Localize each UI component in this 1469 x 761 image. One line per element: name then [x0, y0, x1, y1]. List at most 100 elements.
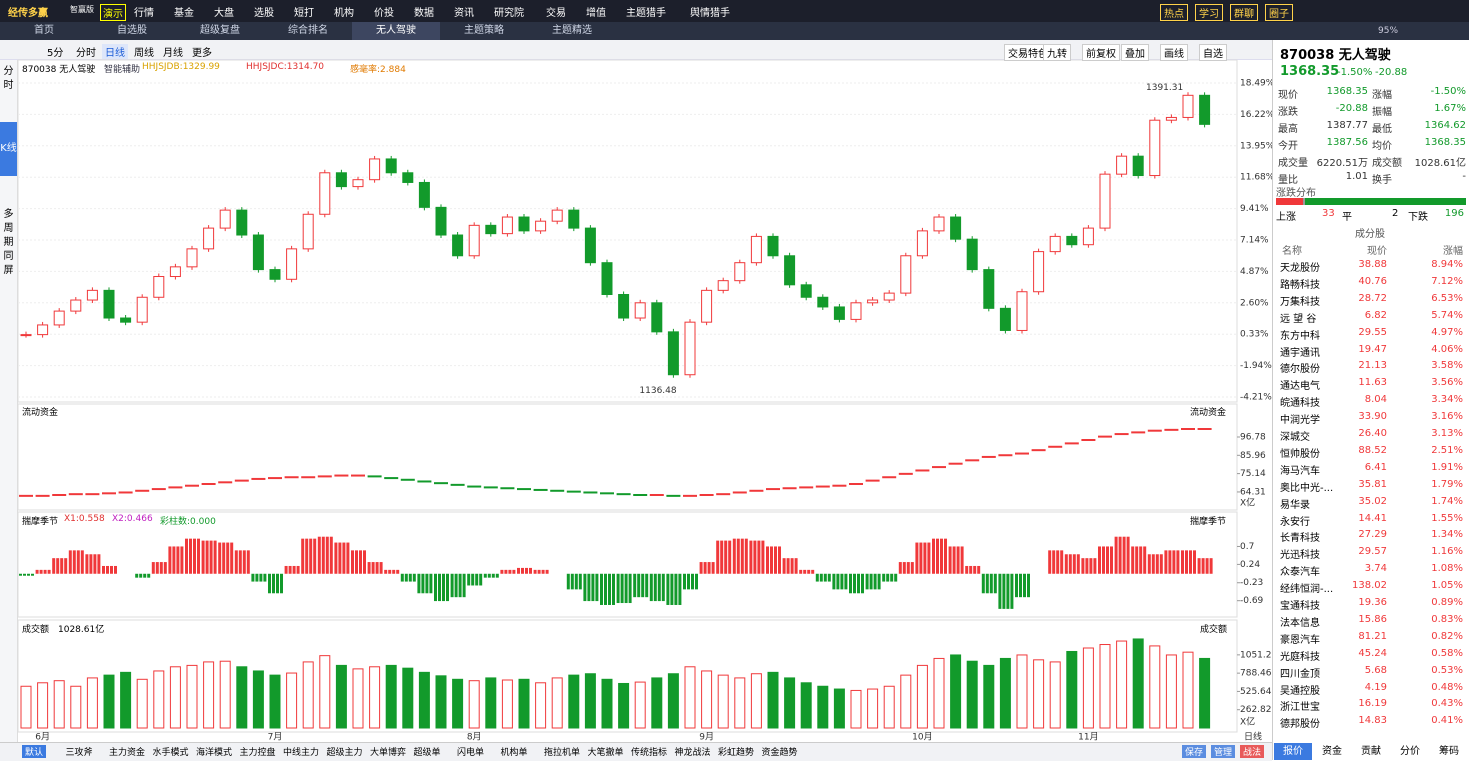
- tab[interactable]: 主题精选: [552, 25, 592, 36]
- toolbar-button[interactable]: 九转: [1043, 44, 1071, 61]
- tab[interactable]: 综合排名: [288, 25, 328, 36]
- stock-name[interactable]: 浙江世宝: [1280, 702, 1320, 714]
- stock-name[interactable]: 路畅科技: [1280, 279, 1320, 291]
- tab[interactable]: 首页: [34, 25, 54, 36]
- bottom-tab[interactable]: 大笔撤单: [587, 748, 624, 758]
- menu-item[interactable]: 基金: [174, 8, 194, 19]
- candle: [369, 158, 381, 181]
- menu-item[interactable]: 舆情猎手: [690, 8, 730, 19]
- menu-item[interactable]: 大盘: [214, 8, 234, 19]
- menu-item[interactable]: 短打: [294, 8, 314, 19]
- menu-button[interactable]: 热点: [1160, 4, 1188, 21]
- stock-name[interactable]: 法本信息: [1280, 617, 1320, 629]
- menu-button[interactable]: 圈子: [1265, 4, 1293, 21]
- toolbar-button[interactable]: 更多: [192, 48, 212, 59]
- stock-name[interactable]: 中润光学: [1280, 415, 1320, 427]
- bottom-tab[interactable]: 拖拉机单: [544, 748, 581, 758]
- side-tab[interactable]: 多周期同屏: [3, 209, 14, 276]
- stock-name[interactable]: 奥比中光-...: [1280, 482, 1334, 494]
- bottom-tab[interactable]: 机构单: [500, 748, 528, 758]
- toolbar-button[interactable]: 交易特色: [1004, 44, 1052, 61]
- menu-button[interactable]: 群聊: [1230, 4, 1258, 21]
- side-tab[interactable]: K线: [0, 122, 17, 176]
- stock-name[interactable]: 深城交: [1280, 432, 1310, 443]
- menu-item[interactable]: 经传多赢: [8, 8, 48, 19]
- stock-name[interactable]: 永安行: [1280, 516, 1310, 528]
- bottom-tab[interactable]: 超级单: [413, 748, 441, 758]
- tab[interactable]: 无人驾驶: [352, 22, 440, 40]
- stock-name[interactable]: 万集科技: [1280, 296, 1320, 308]
- stock-name[interactable]: 皖通科技: [1280, 398, 1320, 410]
- panel-tab[interactable]: 报价: [1274, 743, 1312, 760]
- stock-name[interactable]: 长青科技: [1280, 533, 1320, 545]
- bottom-tab[interactable]: 传统指标: [631, 748, 668, 758]
- menu-item[interactable]: 研究院: [494, 8, 524, 19]
- toolbar-button[interactable]: 画线: [1160, 44, 1188, 61]
- osc-bar: [155, 562, 159, 574]
- stock-name[interactable]: 四川金顶: [1280, 668, 1320, 680]
- bottom-tab[interactable]: 海洋模式: [196, 748, 233, 758]
- toolbar-button[interactable]: 分时: [76, 48, 96, 59]
- panel-tab[interactable]: 贡献: [1361, 746, 1381, 757]
- stock-name[interactable]: 众泰汽车: [1280, 567, 1320, 579]
- toolbar-button[interactable]: 日线: [102, 44, 128, 59]
- side-tab[interactable]: 分时: [3, 66, 14, 91]
- bottom-tab[interactable]: 主力资金: [109, 748, 146, 758]
- menu-item[interactable]: 价投: [374, 8, 394, 19]
- toolbar-button[interactable]: 自选: [1199, 44, 1227, 61]
- toolbar-button[interactable]: 5分: [47, 48, 64, 59]
- menu-item[interactable]: 资讯: [454, 8, 474, 19]
- bottom-tab[interactable]: 闪电单: [457, 748, 485, 758]
- stock-name[interactable]: 通达电气: [1280, 381, 1320, 393]
- bottom-button[interactable]: 战法: [1240, 745, 1265, 758]
- bottom-tab[interactable]: 超级主力: [326, 748, 363, 758]
- stock-name[interactable]: 吴通控股: [1280, 685, 1320, 697]
- bottom-tab[interactable]: 神龙战法: [674, 748, 711, 758]
- bottom-tab[interactable]: 彩虹趋势: [718, 748, 755, 758]
- stock-name[interactable]: 光迅科技: [1280, 550, 1320, 562]
- stock-name[interactable]: 恒帅股份: [1280, 448, 1320, 460]
- stock-name[interactable]: 宝通科技: [1280, 601, 1320, 612]
- stock-name[interactable]: 天龙股份: [1280, 263, 1320, 274]
- toolbar-button[interactable]: 前复权: [1082, 44, 1120, 61]
- stock-name[interactable]: 东方中科: [1280, 330, 1320, 342]
- menu-button[interactable]: 学习: [1195, 4, 1223, 21]
- bottom-button[interactable]: 管理: [1211, 745, 1236, 758]
- stock-name[interactable]: 经纬恒润-...: [1280, 584, 1334, 596]
- bottom-button[interactable]: 保存: [1182, 745, 1207, 758]
- panel-tab[interactable]: 资金: [1322, 746, 1342, 757]
- menu-item[interactable]: 演示: [100, 4, 126, 21]
- bottom-tab[interactable]: 主力控盘: [239, 748, 276, 758]
- osc-bar: [740, 538, 744, 574]
- menu-item[interactable]: 智赢版: [70, 5, 94, 14]
- menu-item[interactable]: 增值: [586, 8, 606, 19]
- bottom-tab[interactable]: 中线主力: [283, 748, 320, 758]
- toolbar-button[interactable]: 叠加: [1121, 44, 1149, 61]
- stock-name[interactable]: 豪恩汽车: [1280, 634, 1320, 646]
- bottom-tab[interactable]: 资金趋势: [761, 748, 798, 758]
- bottom-tab[interactable]: 默认: [22, 745, 47, 758]
- stock-name[interactable]: 远 望 谷: [1280, 313, 1317, 325]
- tab[interactable]: 主题策略: [464, 25, 504, 36]
- tab[interactable]: 自选股: [117, 25, 147, 36]
- bottom-tab[interactable]: 水手模式: [152, 748, 189, 758]
- menu-item[interactable]: 选股: [254, 8, 274, 19]
- bottom-tab[interactable]: 大单博弈: [370, 748, 407, 758]
- stock-name[interactable]: 易华录: [1280, 499, 1310, 511]
- menu-item[interactable]: 交易: [546, 8, 566, 19]
- toolbar-button[interactable]: 周线: [134, 48, 154, 59]
- menu-item[interactable]: 机构: [334, 8, 354, 19]
- stock-name[interactable]: 光庭科技: [1280, 651, 1320, 663]
- menu-item[interactable]: 行情: [134, 8, 154, 19]
- menu-item[interactable]: 数据: [414, 8, 434, 19]
- toolbar-button[interactable]: 月线: [163, 48, 183, 59]
- menu-item[interactable]: 主题猎手: [626, 8, 666, 19]
- stock-name[interactable]: 通宇通讯: [1280, 347, 1320, 359]
- panel-tab[interactable]: 筹码: [1439, 746, 1459, 757]
- stock-name[interactable]: 海马汽车: [1280, 465, 1320, 477]
- tab[interactable]: 超级复盘: [200, 25, 240, 36]
- stock-name[interactable]: 德邦股份: [1280, 719, 1320, 731]
- panel-tab[interactable]: 分价: [1400, 746, 1420, 757]
- stock-name[interactable]: 德尔股份: [1280, 364, 1320, 376]
- bottom-tab[interactable]: 三攻斧: [65, 748, 93, 758]
